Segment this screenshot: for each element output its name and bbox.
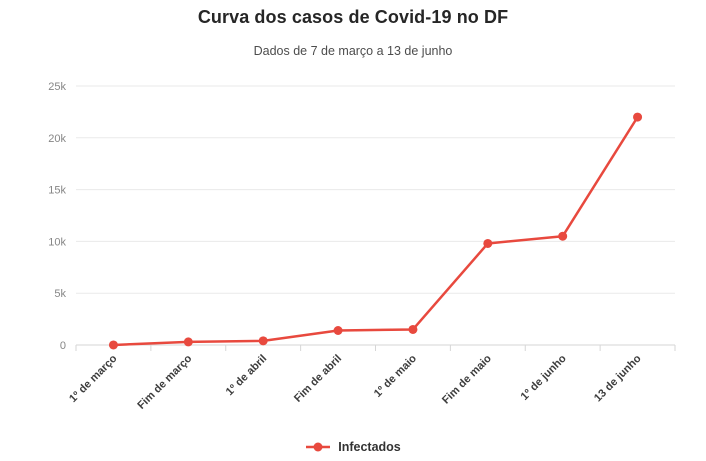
x-axis-label: 1º de março: [67, 352, 120, 405]
y-axis-tick-label: 25k: [48, 81, 66, 93]
x-axis-label: 1º de abril: [224, 353, 269, 398]
x-axis-label: Fim de abril: [292, 353, 344, 405]
data-point-marker[interactable]: [258, 336, 268, 346]
data-point-marker[interactable]: [483, 238, 493, 248]
data-point-marker[interactable]: [558, 231, 568, 241]
data-point-marker[interactable]: [408, 324, 418, 334]
x-axis-label: Fim de março: [135, 352, 194, 411]
data-point-marker[interactable]: [633, 112, 643, 122]
chart-subtitle: Dados de 7 de março a 13 de junho: [253, 44, 453, 58]
y-axis-tick-label: 5k: [54, 288, 66, 300]
x-axis-label: Fim de maio: [440, 352, 494, 406]
y-axis-tick-label: 0: [60, 340, 66, 352]
data-point-marker[interactable]: [183, 337, 193, 347]
series-line: [112, 115, 639, 347]
data-point-marker[interactable]: [333, 325, 343, 335]
x-axis-label: 13 de junho: [592, 352, 644, 404]
legend-label: Infectados: [338, 440, 401, 454]
legend-marker-icon: [306, 442, 331, 452]
data-point-marker[interactable]: [108, 340, 118, 350]
y-axis-tick-label: 10k: [48, 236, 66, 248]
y-axis-tick-label: 20k: [48, 133, 66, 145]
chart-title: Curva dos casos de Covid-19 no DF: [197, 7, 509, 27]
y-axis-tick-label: 15k: [48, 185, 66, 197]
legend-item-infectados[interactable]: Infectados: [0, 440, 706, 454]
x-axis-label: 1º de junho: [519, 352, 569, 402]
x-axis-label: 1º de maio: [372, 352, 419, 399]
